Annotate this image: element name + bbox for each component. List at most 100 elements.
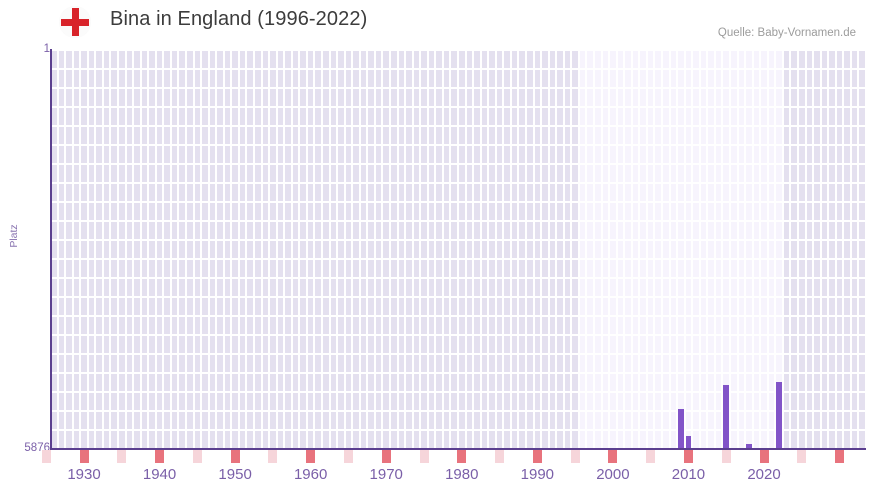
x-axis-tick-major: [608, 450, 618, 463]
source-note: Quelle: Baby-Vornamen.de: [717, 27, 856, 39]
grid-line-vertical: [381, 49, 384, 448]
grid-line-vertical: [139, 49, 142, 448]
grid-line-horizontal: [50, 296, 866, 298]
grid-line-vertical: [706, 49, 709, 448]
grid-line-vertical: [698, 49, 701, 448]
england-flag-icon: [59, 6, 91, 38]
grid-line-horizontal: [50, 106, 866, 108]
grid-line-vertical: [555, 49, 558, 448]
grid-line-vertical: [570, 49, 573, 448]
grid-line-vertical: [713, 49, 716, 448]
grid-line-vertical: [419, 49, 422, 448]
grid-line-vertical: [192, 49, 195, 448]
chart-bar[interactable]: [746, 444, 752, 448]
grid-line-vertical: [260, 49, 263, 448]
grid-line-vertical: [849, 49, 852, 448]
grid-line-vertical: [691, 49, 694, 448]
grid-line-vertical: [623, 49, 626, 448]
x-axis-tick-minor: [192, 450, 202, 463]
x-axis-tick-major: [79, 450, 89, 463]
grid-line-vertical: [245, 49, 248, 448]
chart-bar[interactable]: [723, 385, 729, 448]
x-axis-tick-major: [155, 450, 165, 463]
grid-line-vertical: [562, 49, 565, 448]
grid-line-vertical: [638, 49, 641, 448]
grid-line-vertical: [117, 49, 119, 448]
grid-line-horizontal: [50, 277, 866, 279]
x-axis-tick-minor: [268, 450, 278, 463]
chart-header: Bina in England (1996-2022) Quelle: Baby…: [0, 0, 873, 44]
grid-line-vertical: [819, 49, 822, 448]
chart-bar[interactable]: [685, 436, 692, 448]
grid-line-vertical: [215, 49, 218, 448]
x-axis-label: 1930: [67, 466, 101, 483]
grid-line-vertical: [94, 49, 97, 448]
plot-band-in-range: [578, 49, 783, 448]
grid-line-vertical: [789, 49, 792, 448]
grid-line-vertical: [343, 49, 346, 448]
grid-line-vertical: [86, 49, 89, 448]
x-axis-tick-major: [306, 450, 316, 463]
x-axis-tick-minor: [343, 450, 353, 463]
grid-line-vertical: [487, 49, 490, 448]
grid-line-vertical: [253, 49, 255, 448]
x-axis-label: 1940: [142, 466, 177, 483]
grid-line-vertical: [147, 49, 150, 448]
grid-line-vertical: [797, 49, 799, 448]
x-axis-label: 1980: [445, 466, 479, 483]
grid-line-vertical: [290, 49, 293, 448]
grid-line-vertical: [759, 49, 762, 448]
x-axis-label: 1960: [293, 466, 328, 483]
x-axis-tick-major: [532, 450, 542, 463]
grid-line-vertical: [185, 49, 187, 448]
grid-line-vertical: [389, 49, 391, 448]
grid-line-vertical: [154, 49, 157, 448]
grid-line-vertical: [313, 49, 316, 448]
grid-line-horizontal: [50, 334, 866, 336]
grid-line-vertical: [298, 49, 301, 448]
grid-line-vertical: [222, 49, 225, 448]
grid-line-horizontal: [50, 125, 866, 127]
grid-line-vertical: [472, 49, 475, 448]
x-axis-tick-minor: [419, 450, 429, 463]
grid-line-vertical: [645, 49, 648, 448]
grid-line-vertical: [661, 49, 663, 448]
grid-line-vertical: [230, 49, 233, 448]
grid-line-horizontal: [50, 220, 866, 222]
grid-line-vertical: [804, 49, 807, 448]
grid-line-vertical: [79, 49, 82, 448]
x-axis-tick-minor: [41, 450, 51, 463]
grid-line-vertical: [721, 49, 724, 448]
grid-line-vertical: [842, 49, 845, 448]
x-axis-tick-major: [759, 450, 769, 463]
grid-line-vertical: [744, 49, 747, 448]
x-axis-label: 2010: [671, 466, 706, 483]
grid-line-vertical: [71, 49, 74, 448]
grid-line-vertical: [366, 49, 369, 448]
grid-line-vertical: [668, 49, 671, 448]
grid-line-horizontal: [50, 68, 866, 70]
grid-line-vertical: [585, 49, 588, 448]
chart-bar[interactable]: [678, 408, 684, 448]
grid-line-vertical: [827, 49, 830, 448]
grid-line-vertical: [532, 49, 535, 448]
plot-band-after-range: [782, 49, 866, 448]
chart-bar[interactable]: [776, 381, 782, 448]
x-axis-tick-minor: [495, 450, 505, 463]
grid-line-vertical: [676, 49, 679, 448]
x-axis-tick-minor: [797, 450, 807, 463]
grid-line-vertical: [502, 49, 505, 448]
grid-line-vertical: [600, 49, 603, 448]
grid-line-vertical: [653, 49, 656, 448]
grid-line-vertical: [540, 49, 543, 448]
x-axis-tick-major: [683, 450, 693, 463]
grid-line-horizontal: [50, 182, 866, 184]
grid-line-horizontal: [50, 87, 866, 89]
grid-line-horizontal: [50, 372, 866, 374]
x-axis-label: 1950: [218, 466, 252, 483]
grid-line-vertical: [834, 49, 837, 448]
x-axis-tick-minor: [117, 450, 127, 463]
grid-line-vertical: [812, 49, 815, 448]
grid-line-vertical: [336, 49, 339, 448]
